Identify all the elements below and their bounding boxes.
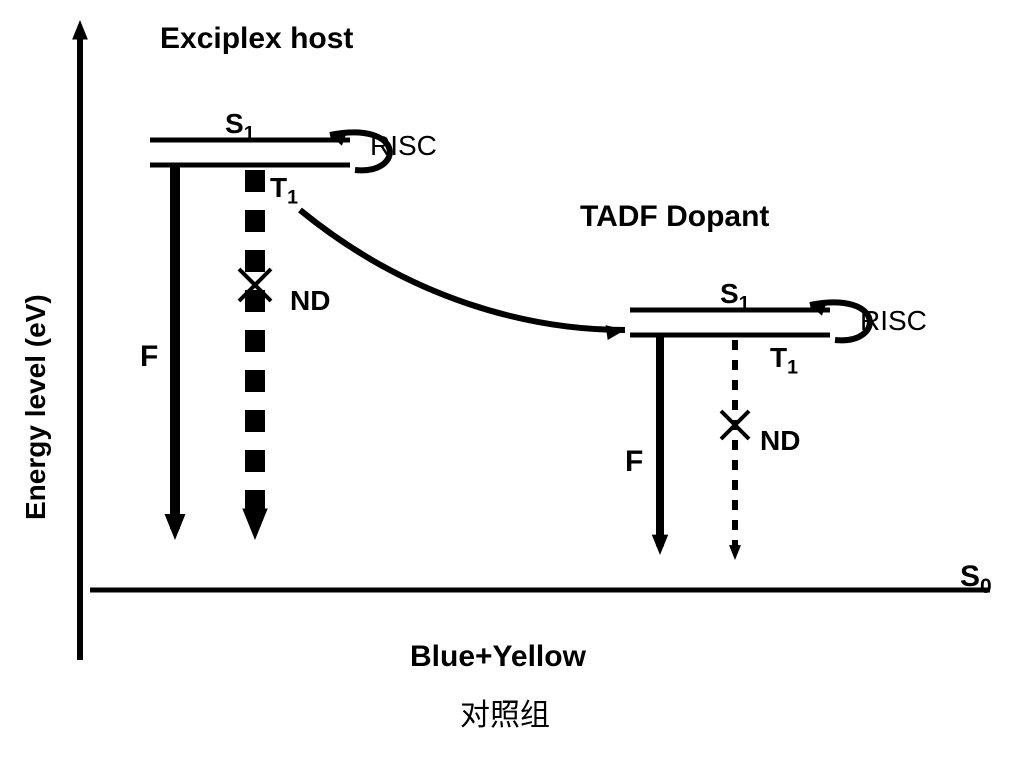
dopant-nd-label: ND: [760, 425, 800, 457]
host-nd-label: ND: [290, 285, 330, 317]
host-f-label: F: [140, 340, 158, 374]
ground-s0-label: S0: [960, 560, 992, 599]
dopant-t1-label: T1: [770, 342, 798, 380]
host-risc-label: RISC: [370, 130, 437, 162]
yaxis-label: Energy level (eV): [20, 294, 52, 520]
caption-blue-yellow: Blue+Yellow: [410, 640, 586, 674]
title-host: Exciplex host: [160, 22, 353, 56]
caption-control-group: 对照组: [460, 690, 550, 734]
host-t1-label: T1: [270, 172, 298, 210]
dopant-s1-label: S1: [720, 278, 750, 316]
dopant-risc-label: RISC: [860, 305, 927, 337]
dopant-f-label: F: [625, 445, 643, 479]
title-dopant: TADF Dopant: [580, 200, 769, 234]
diagram-root: Energy level (eV) Exciplex host TADF Dop…: [0, 0, 1028, 776]
host-s1-label: S1: [225, 108, 255, 146]
